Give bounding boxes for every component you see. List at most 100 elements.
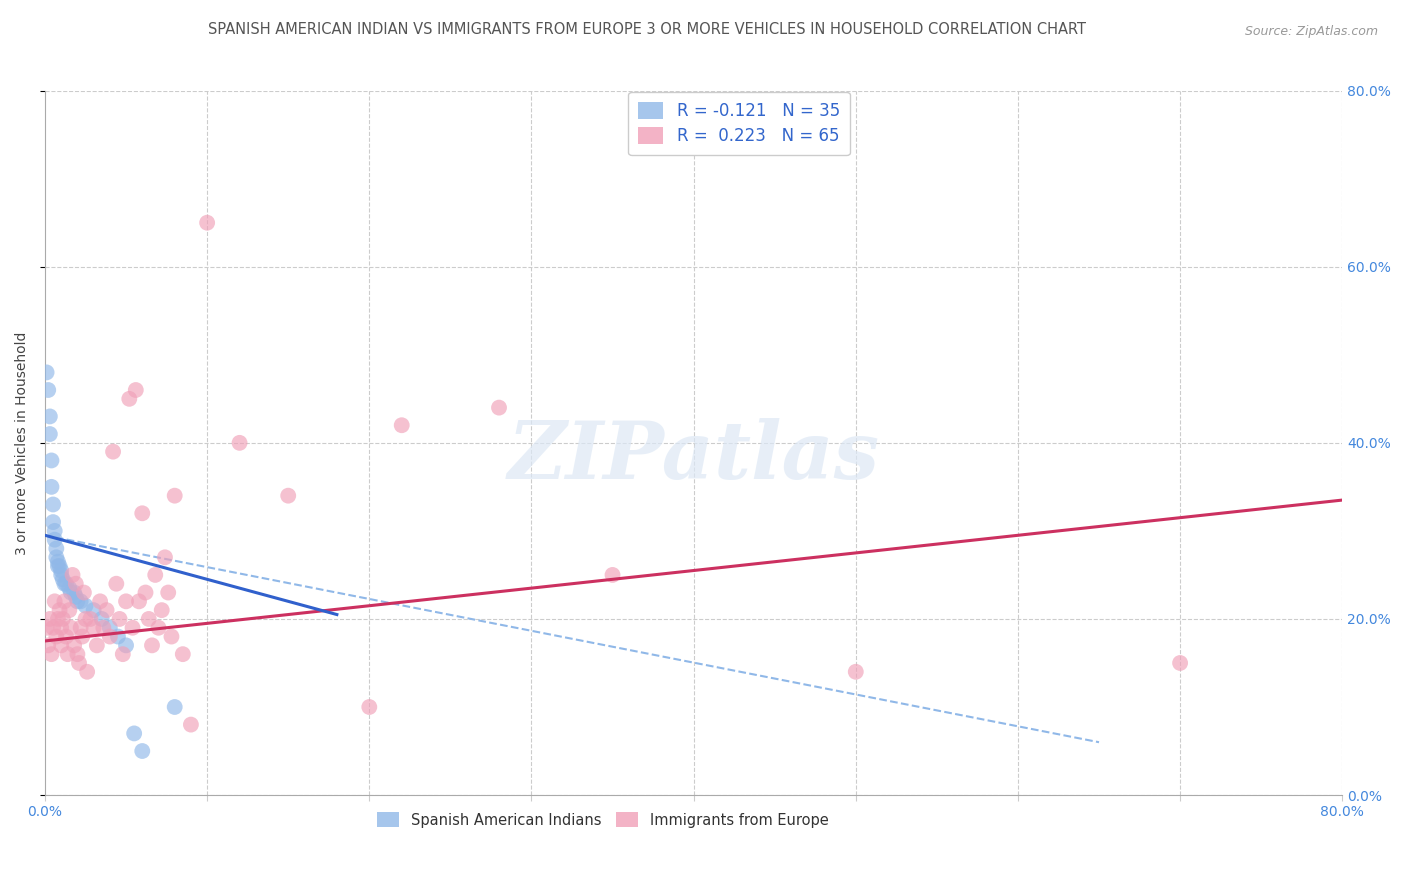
Point [73, 585, 96, 599]
Point [59, 585, 82, 599]
Point [1168, 656, 1191, 670]
Point [44, 594, 66, 608]
Text: ZIPatlas: ZIPatlas [508, 418, 880, 496]
Point [35, 621, 58, 635]
Point [69, 594, 91, 608]
Point [51, 621, 73, 635]
Point [52, 572, 75, 586]
Point [53, 594, 76, 608]
Point [48, 559, 70, 574]
Legend: Spanish American Indians, Immigrants from Europe: Spanish American Indians, Immigrants fro… [371, 806, 834, 833]
Point [67, 656, 90, 670]
Point [131, 506, 153, 520]
Point [141, 638, 163, 652]
Point [59, 621, 82, 635]
Point [602, 568, 624, 582]
Point [62, 568, 84, 582]
Point [75, 599, 97, 613]
Point [96, 603, 118, 617]
Point [65, 576, 87, 591]
Point [41, 453, 63, 467]
Point [46, 612, 69, 626]
Point [55, 576, 77, 591]
Point [150, 603, 173, 617]
Point [69, 621, 91, 635]
Point [72, 630, 94, 644]
Point [143, 568, 166, 582]
Point [51, 568, 73, 582]
Point [172, 647, 194, 661]
Point [37, 638, 59, 652]
Point [115, 594, 138, 608]
Point [52, 612, 75, 626]
Point [845, 665, 868, 679]
Point [115, 638, 138, 652]
Point [98, 621, 121, 635]
Point [58, 581, 80, 595]
Point [45, 630, 67, 644]
Point [65, 590, 87, 604]
Point [44, 524, 66, 538]
Point [83, 621, 105, 635]
Point [101, 444, 124, 458]
Point [46, 559, 69, 574]
Point [93, 621, 115, 635]
Point [48, 603, 70, 617]
Point [66, 647, 89, 661]
Point [44, 533, 66, 547]
Point [98, 630, 121, 644]
Point [138, 612, 160, 626]
Point [37, 383, 59, 397]
Point [55, 630, 77, 644]
Point [121, 621, 143, 635]
Point [51, 638, 73, 652]
Point [153, 550, 176, 565]
Point [86, 638, 108, 652]
Point [277, 489, 299, 503]
Point [488, 401, 510, 415]
Point [38, 612, 60, 626]
Point [58, 603, 80, 617]
Point [111, 647, 134, 661]
Point [89, 594, 111, 608]
Point [108, 612, 131, 626]
Point [56, 647, 79, 661]
Point [157, 585, 180, 599]
Point [46, 555, 69, 569]
Point [391, 418, 413, 433]
Point [79, 612, 101, 626]
Point [38, 409, 60, 424]
Point [163, 700, 186, 714]
Point [195, 216, 218, 230]
Point [148, 621, 170, 635]
Point [160, 630, 183, 644]
Point [125, 383, 148, 397]
Text: SPANISH AMERICAN INDIAN VS IMMIGRANTS FROM EUROPE 3 OR MORE VEHICLES IN HOUSEHOL: SPANISH AMERICAN INDIAN VS IMMIGRANTS FR… [208, 22, 1085, 37]
Point [41, 480, 63, 494]
Point [107, 630, 129, 644]
Point [359, 700, 381, 714]
Point [134, 585, 156, 599]
Point [45, 541, 67, 556]
Point [90, 612, 112, 626]
Point [63, 638, 86, 652]
Point [76, 665, 98, 679]
Point [51, 564, 73, 578]
Point [66, 594, 89, 608]
Point [105, 576, 128, 591]
Point [45, 550, 67, 565]
Point [75, 612, 97, 626]
Point [83, 603, 105, 617]
Point [131, 744, 153, 758]
Y-axis label: 3 or more Vehicles in Household: 3 or more Vehicles in Household [15, 331, 30, 555]
Point [41, 647, 63, 661]
Point [180, 717, 202, 731]
Point [228, 435, 250, 450]
Point [35, 365, 58, 379]
Point [122, 726, 145, 740]
Point [42, 498, 65, 512]
Point [42, 621, 65, 635]
Point [128, 594, 150, 608]
Point [53, 576, 76, 591]
Text: Source: ZipAtlas.com: Source: ZipAtlas.com [1244, 25, 1378, 38]
